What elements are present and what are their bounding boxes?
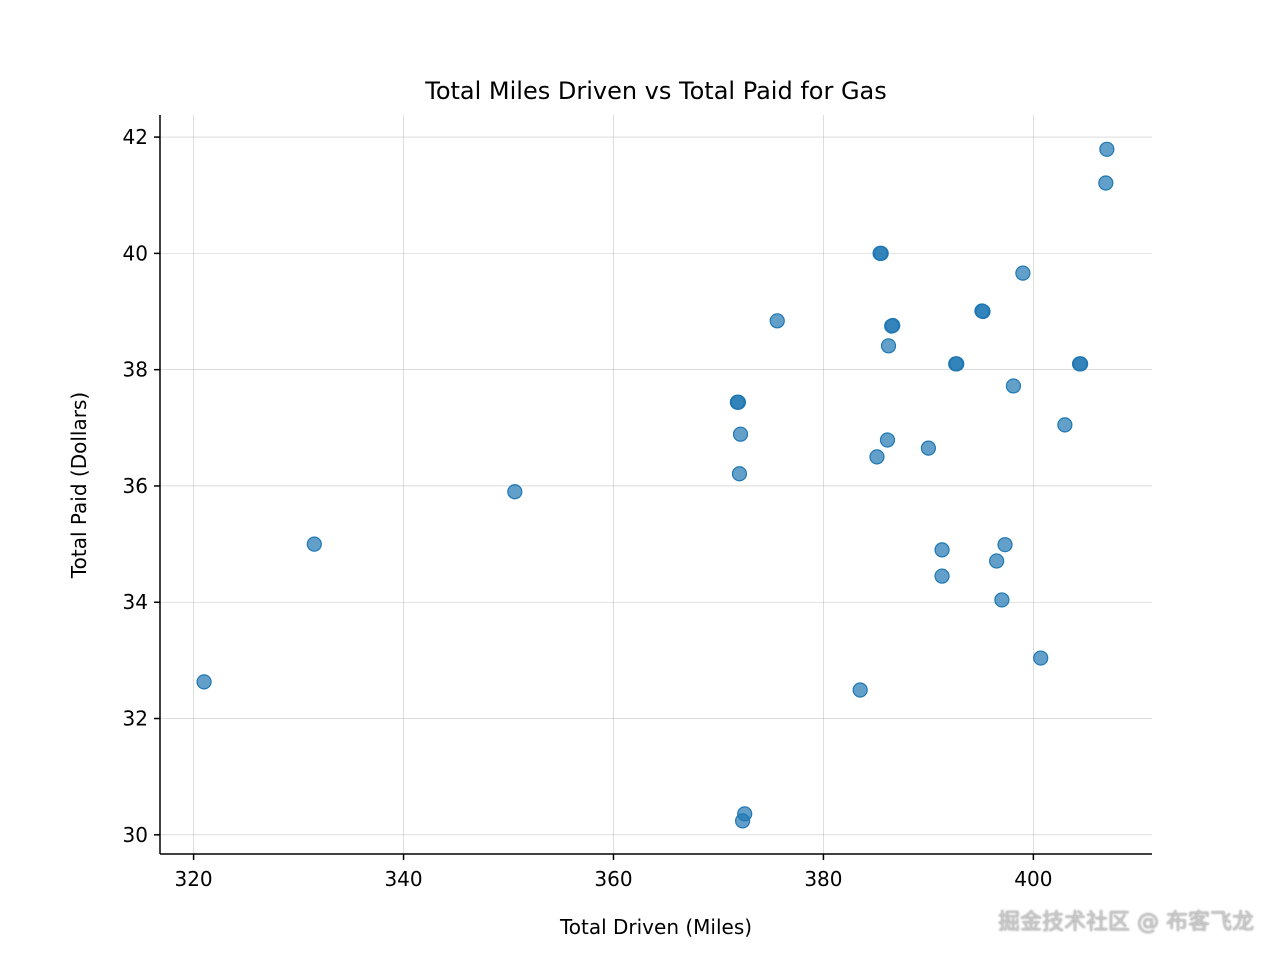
data-point xyxy=(934,568,950,584)
data-point xyxy=(975,303,991,320)
data-point xyxy=(731,466,748,482)
data-point xyxy=(879,432,896,448)
data-point xyxy=(873,245,889,261)
y-axis-label: Total Paid (Dollars) xyxy=(67,392,91,579)
x-tick-label: 320 xyxy=(174,867,212,891)
data-point xyxy=(934,542,950,558)
data-point xyxy=(1005,378,1022,394)
data-point xyxy=(880,338,897,354)
gridlines xyxy=(160,115,1152,854)
data-point xyxy=(869,449,885,465)
data-point xyxy=(920,440,937,456)
data-point xyxy=(852,682,868,698)
y-tick-label: 38 xyxy=(123,358,148,382)
y-tick-label: 42 xyxy=(123,125,148,149)
x-axis-label: Total Driven (Miles) xyxy=(559,915,752,939)
data-point xyxy=(997,537,1013,553)
tick-labels: 320 340 360 380 400 30 32 34 36 38 40 42 xyxy=(123,125,1053,891)
watermark: 掘金技术社区 @ 布客飞龙 xyxy=(998,910,1254,935)
data-point xyxy=(306,536,322,552)
x-tick-label: 400 xyxy=(1014,867,1052,891)
data-point xyxy=(1057,417,1073,433)
data-point xyxy=(769,313,785,329)
data-point xyxy=(1015,265,1031,281)
data-point xyxy=(732,426,749,442)
axes xyxy=(154,115,1152,860)
data-point xyxy=(949,356,965,372)
y-tick-label: 34 xyxy=(123,590,148,614)
data-point xyxy=(989,553,1005,569)
y-tick-label: 36 xyxy=(123,474,148,498)
y-tick-label: 30 xyxy=(123,823,148,847)
data-point xyxy=(885,317,901,334)
x-tick-label: 360 xyxy=(594,867,632,891)
data-point xyxy=(1073,356,1089,372)
data-point xyxy=(730,394,747,410)
data-point xyxy=(994,592,1010,608)
chart-title: Total Miles Driven vs Total Paid for Gas xyxy=(424,77,887,105)
y-tick-label: 32 xyxy=(123,707,148,731)
data-point xyxy=(196,674,212,690)
data-point xyxy=(1033,650,1049,666)
data-points xyxy=(196,141,1115,829)
x-tick-label: 380 xyxy=(804,867,842,891)
data-point xyxy=(1098,175,1114,191)
data-point xyxy=(1099,141,1115,157)
y-tick-label: 40 xyxy=(123,241,148,265)
x-tick-label: 340 xyxy=(384,867,422,891)
data-point xyxy=(735,813,751,829)
data-point xyxy=(507,484,523,500)
